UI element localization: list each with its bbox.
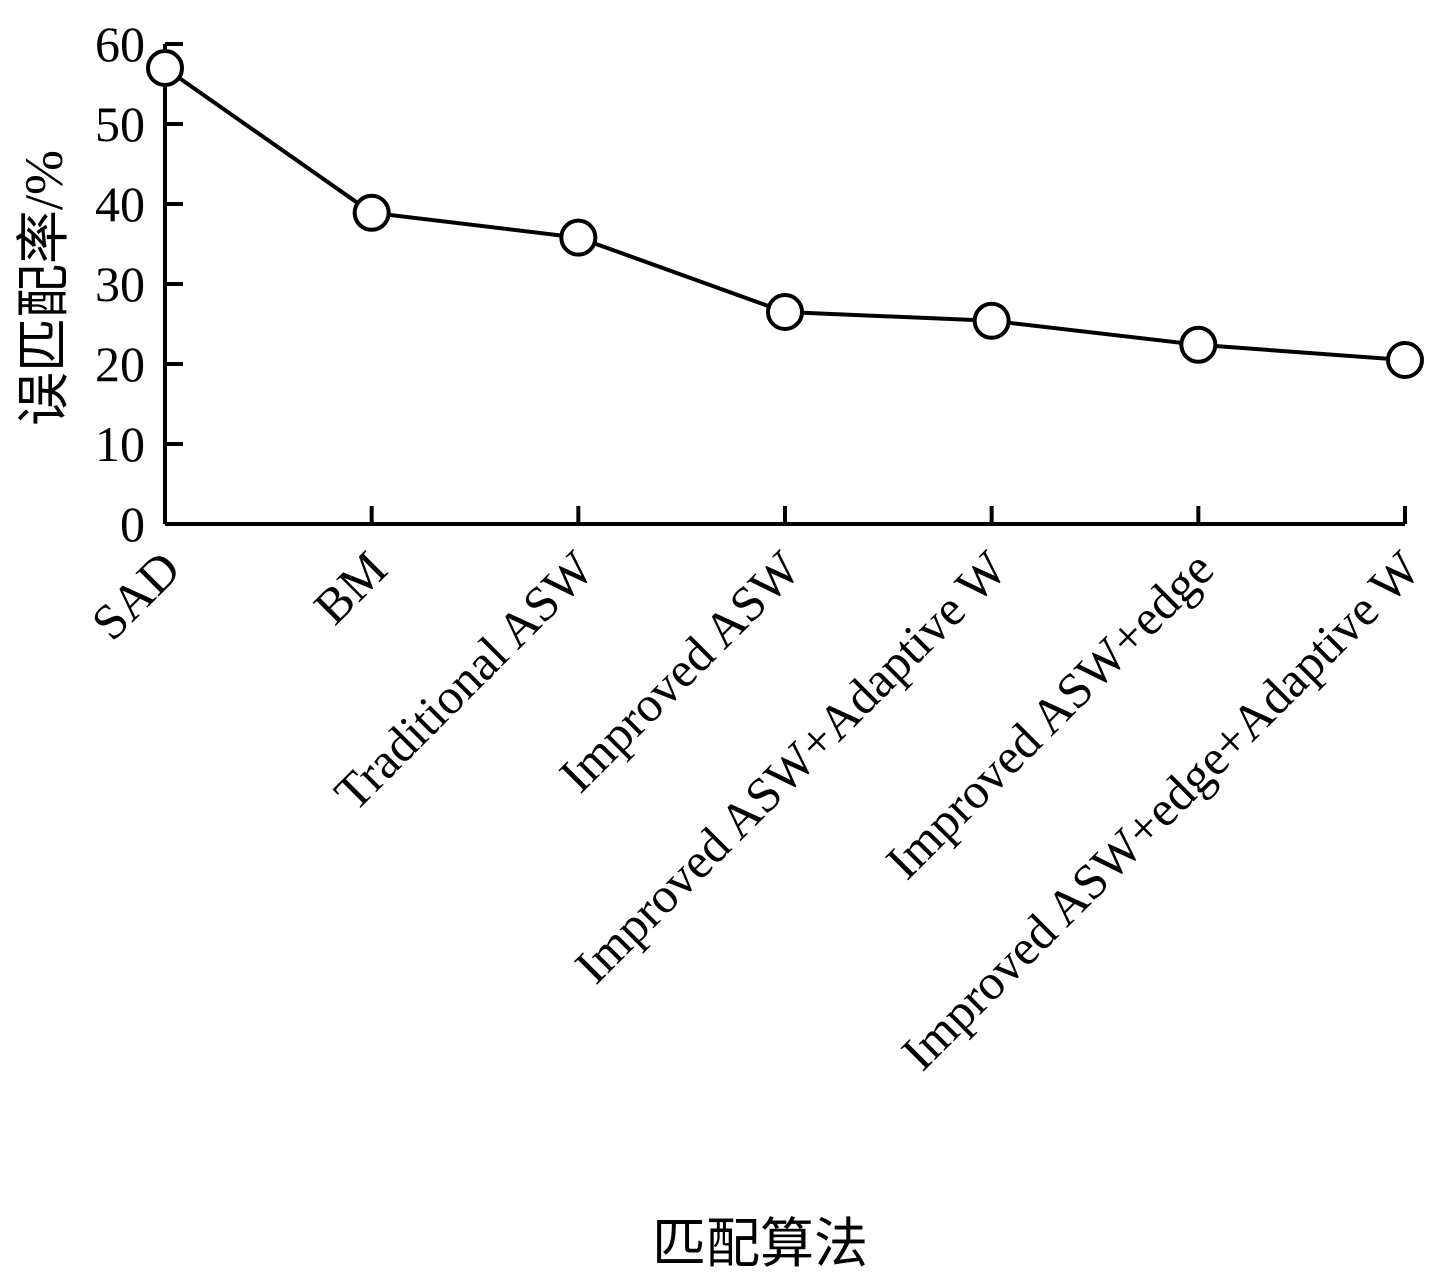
data-point-marker [352,193,391,232]
y-tick-label: 60 [95,16,145,72]
x-category-label: Improved ASW+Adaptive W [564,540,1018,994]
y-tick-label: 50 [95,96,145,152]
x-axis-title: 匹配算法 [652,1214,868,1274]
data-point-marker [1386,341,1424,379]
y-ticks: 0 10 20 30 40 50 60 [95,16,183,552]
y-tick-label: 40 [95,176,145,232]
data-point-marker [972,301,1011,340]
data-point-marker [559,218,598,257]
x-category-label: BM [303,540,398,635]
x-category-label: SAD [80,540,190,650]
series-layer [146,49,1424,379]
y-axis-title: 误匹配率/% [14,150,74,426]
y-tick-label: 10 [95,416,145,472]
y-tick-label: 30 [95,256,145,312]
data-point-marker [146,49,184,87]
y-tick-label: 20 [95,336,145,392]
y-tick-label: 0 [120,496,145,552]
y-axis: 0 10 20 30 40 50 60 [95,16,183,552]
data-point-marker [1179,325,1218,364]
data-point-marker [766,293,804,331]
